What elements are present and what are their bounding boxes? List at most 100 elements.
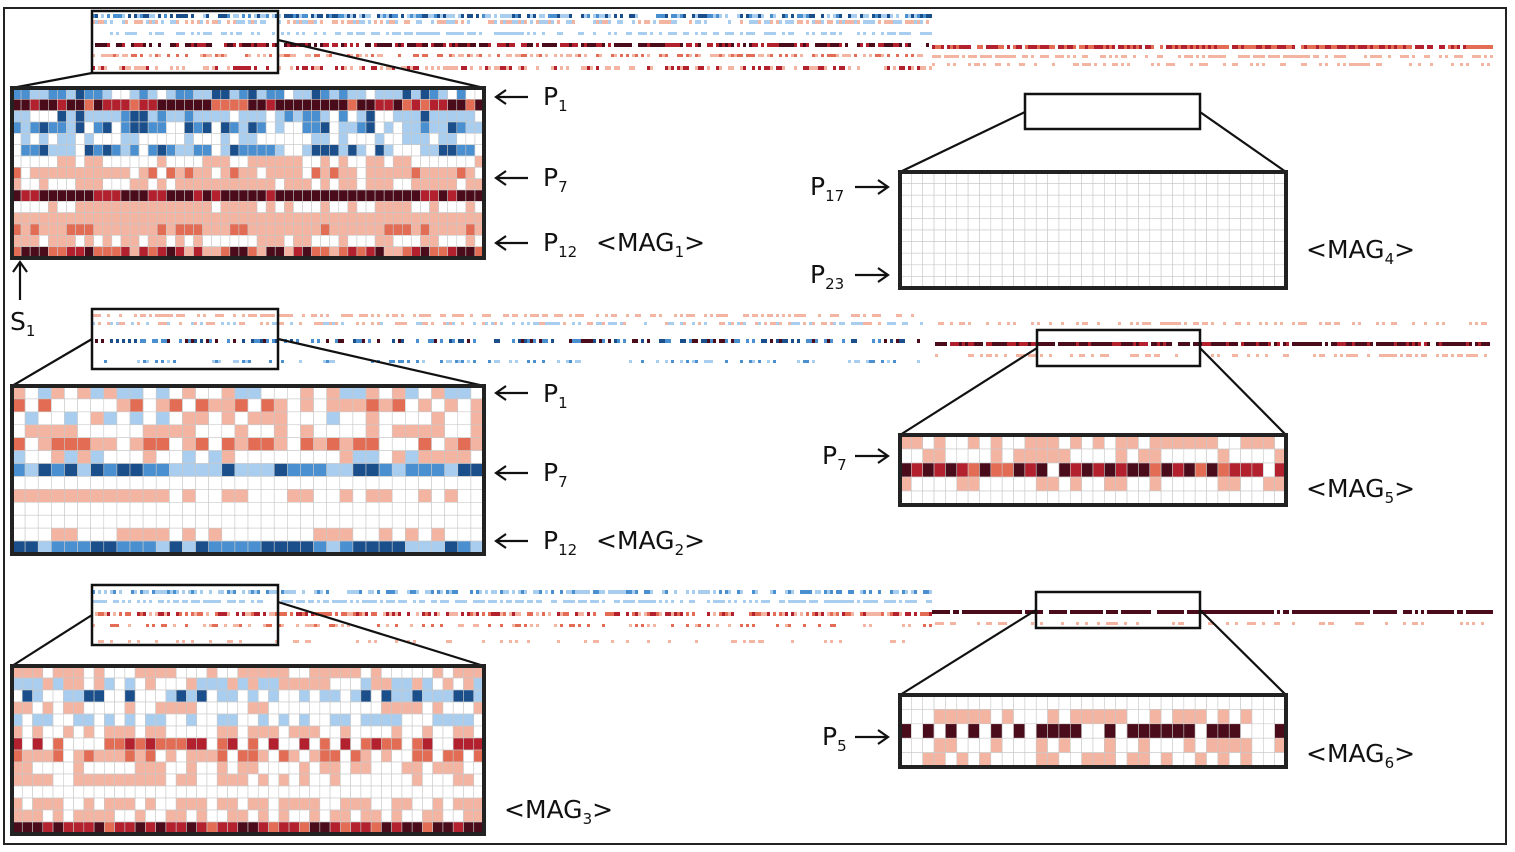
strip-mark: [92, 54, 95, 57]
heatmap-cell: [431, 514, 445, 529]
heatmap-cell: [155, 398, 170, 413]
heatmap-cell: [340, 689, 351, 703]
strip-mark: [638, 314, 641, 317]
heatmap-cell: [287, 411, 301, 426]
strip-mark: [1070, 342, 1073, 346]
strip-mark: [626, 600, 629, 603]
heatmap-cell: [378, 502, 393, 516]
strip-mark: [1337, 45, 1340, 49]
strip-mark: [170, 20, 173, 24]
heatmap-cell: [238, 223, 249, 236]
strip-mark: [845, 600, 848, 603]
strip-mark: [854, 360, 857, 363]
strip-mark: [233, 314, 236, 317]
heatmap-cell: [175, 725, 187, 739]
strip-mark: [311, 314, 314, 317]
strip-mark: [395, 20, 398, 24]
strip-mark: [1487, 45, 1490, 49]
heatmap-cell: [77, 463, 91, 477]
strip-mark: [791, 43, 794, 47]
strip-mark: [986, 45, 989, 49]
strip-mark: [665, 54, 668, 57]
strip-mark: [101, 54, 104, 57]
strip-mark: [983, 55, 986, 58]
heatmap-cell: [465, 167, 476, 179]
heatmap-cell: [182, 411, 196, 426]
strip-mark: [1301, 342, 1304, 346]
heatmap-cell: [452, 689, 464, 703]
heatmap-cell: [221, 502, 236, 516]
heatmap-cell: [420, 201, 430, 213]
strip-mark: [542, 612, 545, 616]
strip-mark: [1028, 342, 1031, 346]
heatmap-cell: [463, 689, 475, 703]
heatmap-cell: [456, 144, 467, 157]
heatmap-cell: [48, 155, 58, 168]
strip-mark: [416, 322, 419, 325]
strip-mark: [161, 32, 164, 35]
heatmap-cell: [52, 785, 64, 799]
heatmap-cell: [156, 178, 167, 191]
strip-mark: [1199, 45, 1202, 49]
heatmap-cell: [111, 144, 122, 157]
heatmap-cell: [102, 189, 113, 202]
strip-mark: [563, 43, 566, 47]
strip-mark: [431, 624, 434, 627]
heatmap-cell: [165, 761, 177, 775]
heatmap-cell: [300, 437, 314, 451]
heatmap-cell: [350, 701, 362, 715]
strip-mark: [1091, 354, 1094, 357]
strip-mark: [422, 612, 425, 616]
strip-mark: [1391, 610, 1394, 614]
strip-mark: [275, 640, 278, 643]
strip-mark: [803, 14, 806, 18]
heatmap-cell: [73, 761, 85, 775]
strip-mark: [188, 339, 191, 343]
heatmap-cell: [288, 809, 300, 823]
heatmap-cell: [147, 110, 158, 123]
heatmap-cell: [447, 110, 458, 123]
heatmap-cell: [457, 424, 472, 438]
heatmap-cell: [268, 677, 280, 691]
strip-mark: [674, 612, 677, 616]
strip-mark: [287, 600, 290, 603]
heatmap-cell: [402, 178, 412, 191]
strip-mark: [164, 314, 167, 317]
heatmap-cell: [391, 398, 406, 413]
strip-mark: [1088, 63, 1091, 66]
strip-mark: [1328, 45, 1331, 49]
heatmap-cell: [438, 121, 448, 134]
heatmap-cell: [145, 785, 156, 799]
strip-mark: [224, 14, 227, 18]
strip-mark: [890, 43, 893, 47]
strip-mark: [662, 14, 665, 18]
strip-mark: [749, 640, 752, 643]
strip-mark: [998, 45, 1001, 49]
strip-mark: [1196, 322, 1199, 325]
strip-mark: [1259, 342, 1262, 346]
heatmap-cell: [284, 223, 294, 236]
heatmap-cell: [411, 713, 423, 727]
heatmap-cell: [124, 677, 136, 691]
strip-mark: [1097, 622, 1100, 625]
heatmap-cell: [452, 761, 464, 775]
strip-mark: [1325, 55, 1328, 58]
heatmap-cell: [391, 797, 403, 811]
strip-mark: [848, 14, 851, 18]
heatmap-cell: [319, 689, 331, 703]
strip-mark: [896, 14, 899, 18]
strip-mark: [437, 20, 440, 24]
heatmap-cell: [309, 785, 321, 799]
strip-mark: [1076, 610, 1079, 614]
strip-mark: [311, 66, 314, 70]
strip-mark: [275, 612, 278, 616]
strip-mark: [647, 624, 650, 627]
strip-mark: [650, 32, 653, 35]
strip-mark: [1274, 622, 1277, 625]
strip-mark: [1103, 45, 1106, 49]
strip-mark: [818, 20, 821, 24]
heatmap-cell: [356, 212, 367, 225]
strip-mark: [1163, 610, 1166, 614]
strip-mark: [878, 322, 881, 325]
strip-mark: [731, 32, 734, 35]
